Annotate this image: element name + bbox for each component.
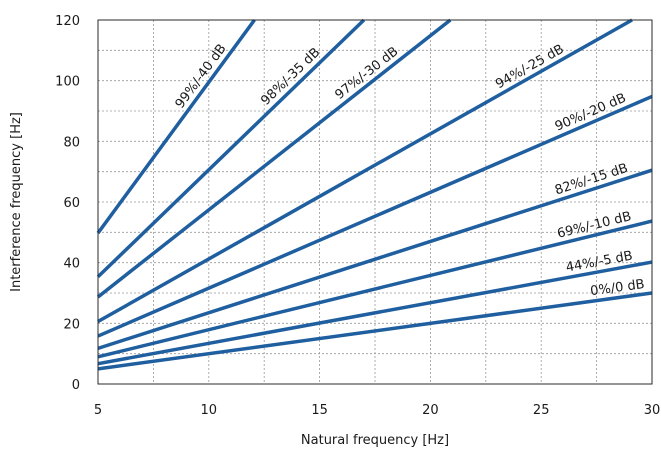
series-line <box>96 18 366 279</box>
series-line <box>97 260 653 366</box>
tick-labels: 5 10 15 20 25 30 0 20 40 60 80 100 120 <box>55 14 660 418</box>
x-tick-label: 15 <box>311 403 328 418</box>
series-label: 94%/-25 dB <box>493 42 566 92</box>
y-tick-label: 100 <box>55 75 80 90</box>
x-axis-label: Natural frequency [Hz] <box>301 433 449 448</box>
series-label: 99%/-40 dB <box>173 42 230 112</box>
series-lines <box>96 18 653 371</box>
series-label: 98%/-35 dB <box>258 45 323 109</box>
x-tick-label: 30 <box>644 403 661 418</box>
y-tick-label: 80 <box>63 135 80 150</box>
x-tick-label: 25 <box>533 403 550 418</box>
y-tick-label: 60 <box>63 196 80 211</box>
series-line <box>97 168 653 351</box>
grid <box>98 20 652 384</box>
y-tick-label: 120 <box>55 14 80 29</box>
y-tick-label: 40 <box>63 257 80 272</box>
series-label: 97%/-30 dB <box>332 44 401 103</box>
series-line <box>96 18 452 299</box>
series-line <box>96 18 256 235</box>
series-line <box>97 291 653 371</box>
x-tick-label: 10 <box>201 403 218 418</box>
y-axis-label: Interference frequency [Hz] <box>9 112 24 292</box>
y-tick-label: 0 <box>72 378 80 393</box>
series-line <box>97 94 653 338</box>
x-tick-label: 5 <box>94 403 102 418</box>
series-line <box>97 18 633 324</box>
series-label: 0%/0 dB <box>589 277 645 299</box>
series-line <box>97 219 653 359</box>
x-tick-label: 20 <box>422 403 439 418</box>
plot-frame <box>97 19 653 385</box>
y-tick-label: 20 <box>63 317 80 332</box>
